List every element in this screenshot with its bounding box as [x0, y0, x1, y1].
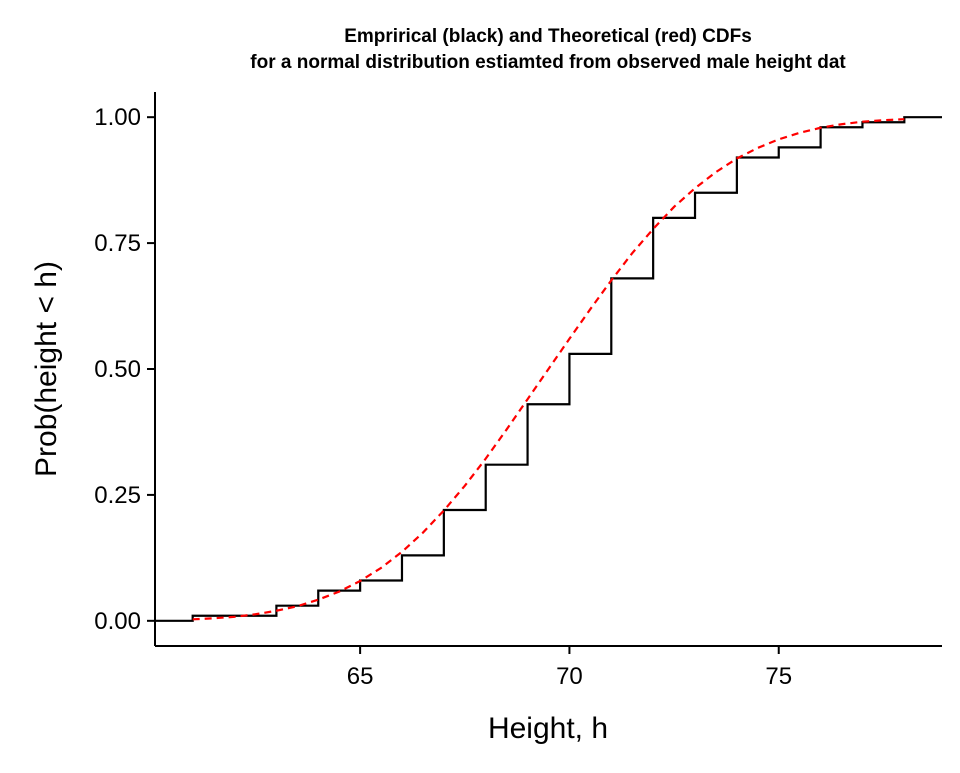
empirical-cdf-line: [155, 116, 942, 622]
chart-subtitle: for a normal distribution estiamted from…: [250, 52, 846, 73]
y-tick-label: 1.00: [94, 104, 141, 131]
x-tick-label: 70: [556, 663, 583, 690]
y-tick-label: 0.00: [94, 608, 141, 635]
y-tick-label: 0.25: [94, 482, 141, 509]
x-axis-title: Height, h: [488, 712, 608, 745]
y-tick-label: 0.50: [94, 356, 141, 383]
axes: 0.00 0.25 0.50 0.75 1.00 65 70 75: [94, 92, 942, 690]
y-axis-title: Prob(height < h): [30, 261, 63, 477]
x-tick-label: 65: [347, 663, 374, 690]
chart-title: Emprirical (black) and Theoretical (red)…: [344, 26, 752, 47]
plot-area: [155, 116, 942, 622]
theoretical-cdf-line: [192, 118, 905, 621]
y-tick-label: 0.75: [94, 230, 141, 257]
x-tick-label: 75: [765, 663, 792, 690]
